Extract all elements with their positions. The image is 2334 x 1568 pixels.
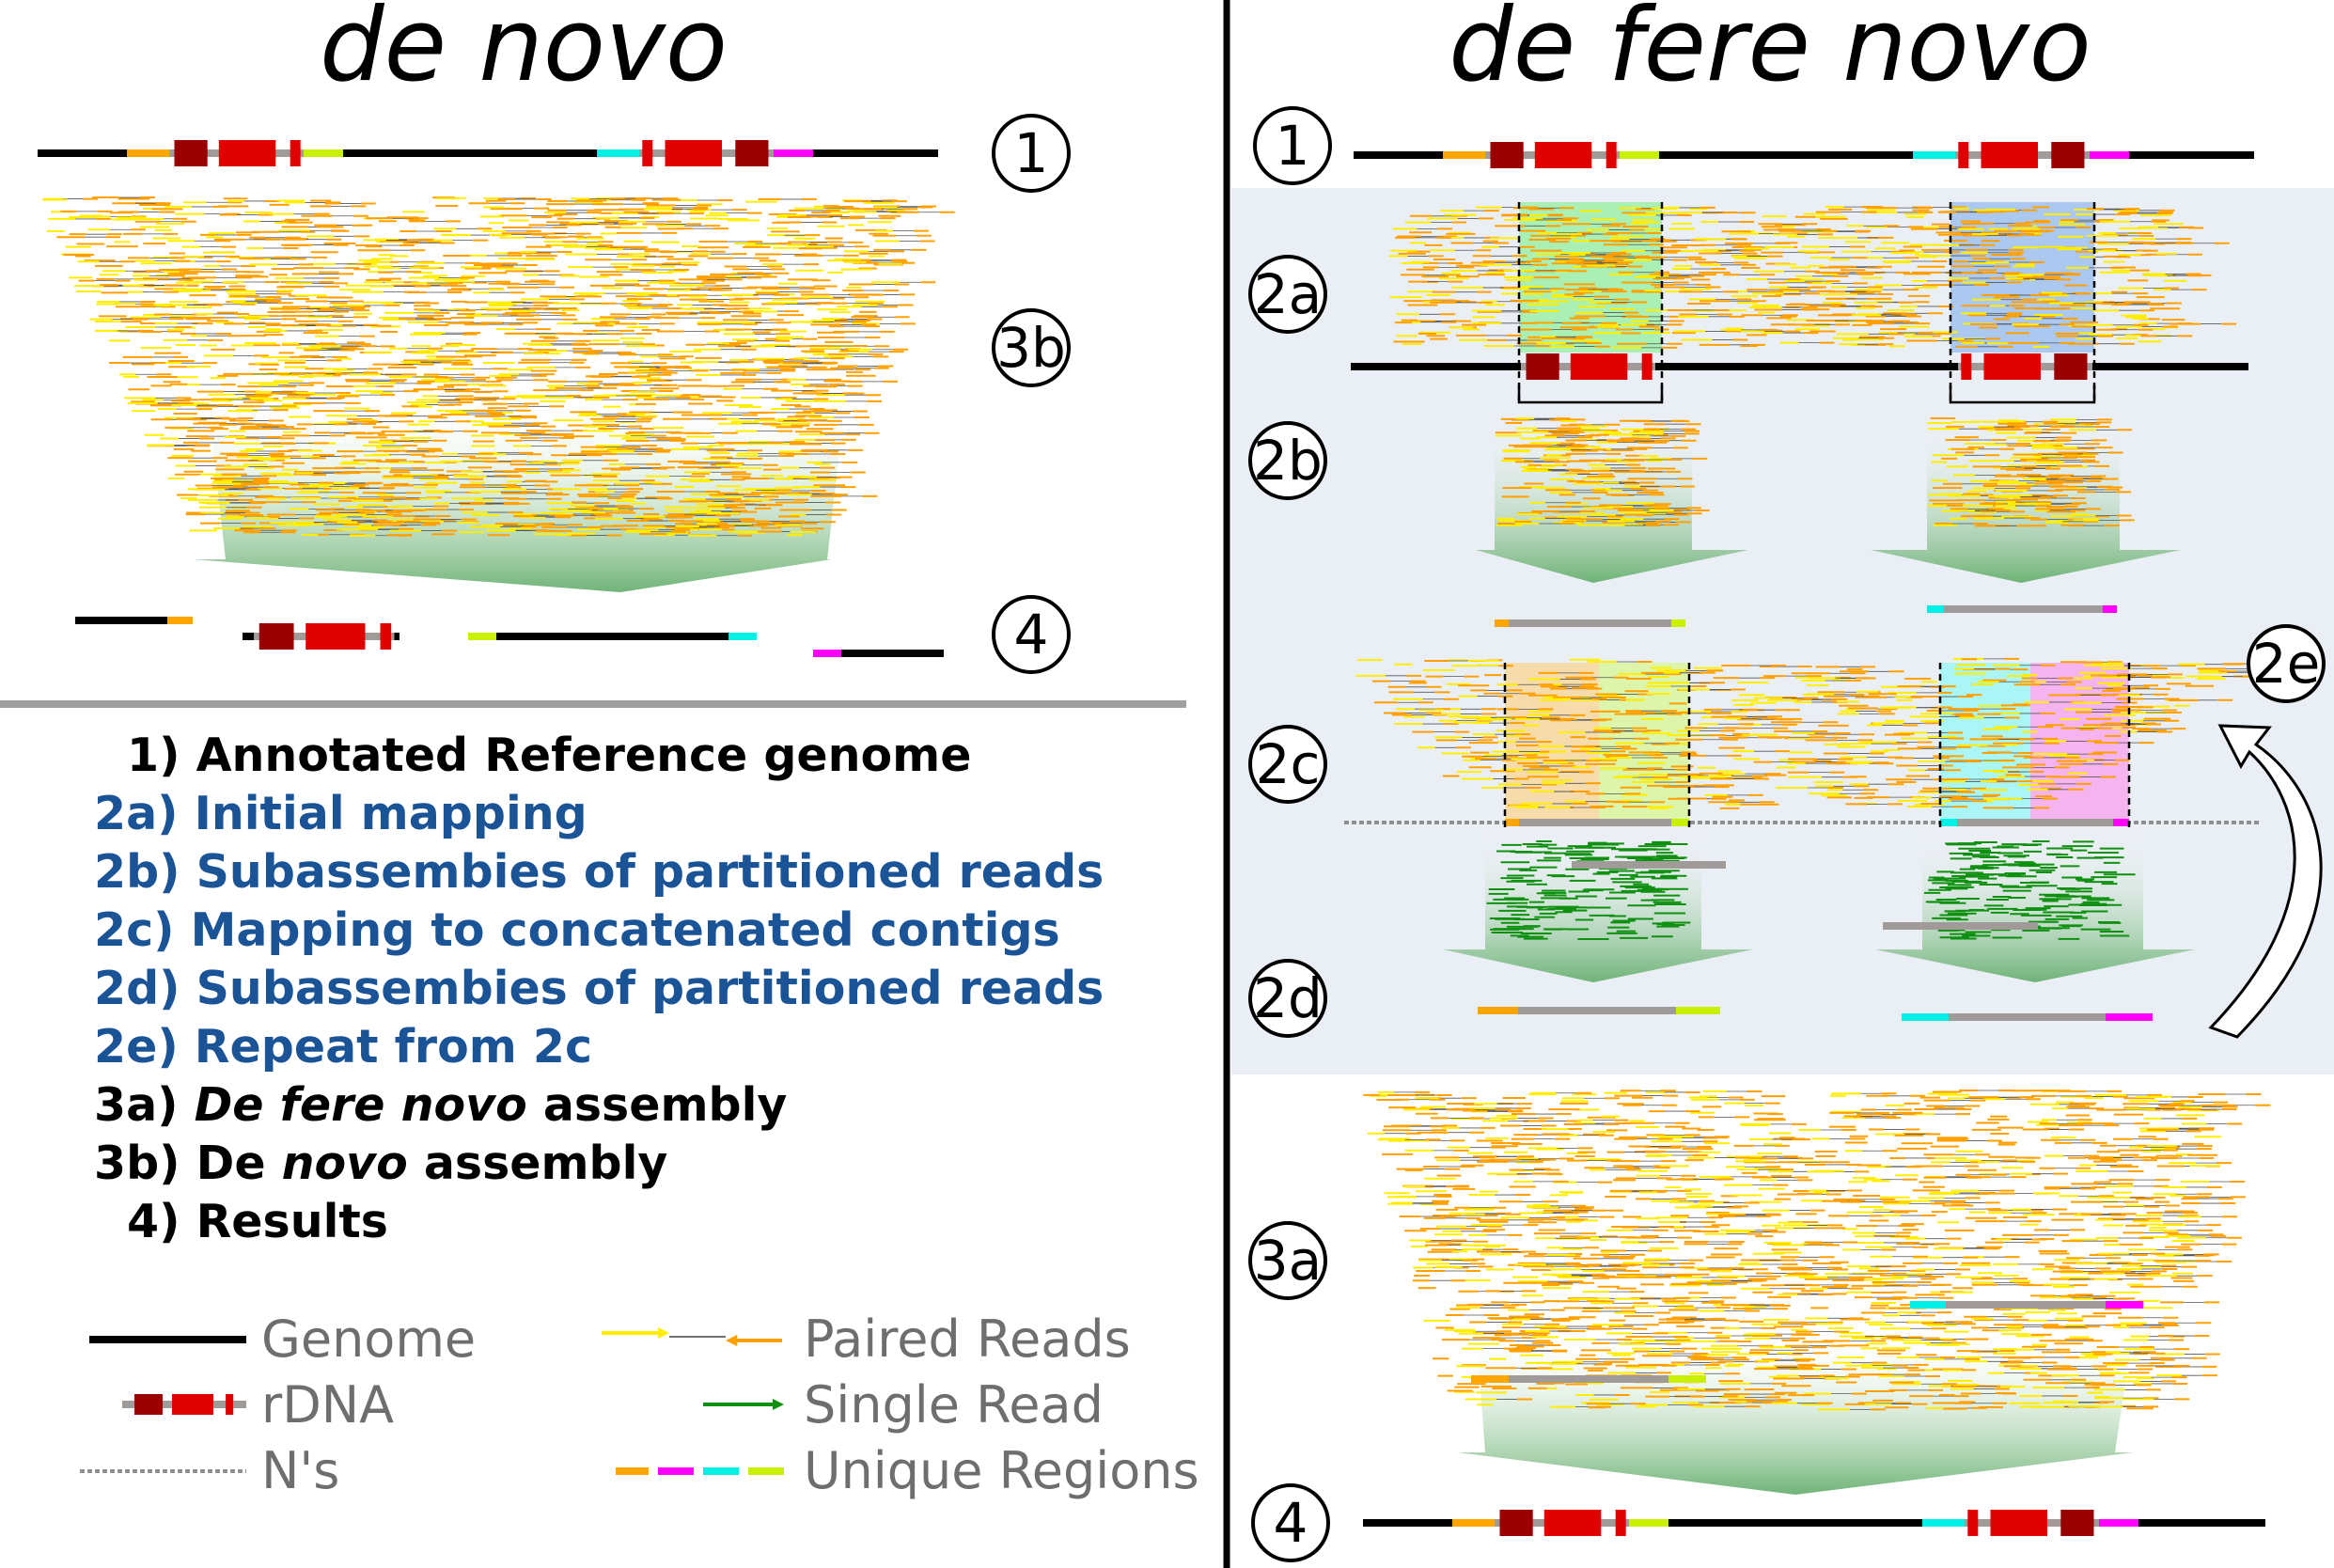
step-2a: 2a) Initial mapping [94, 787, 587, 840]
legend-paired-label: Paired Reads [804, 1309, 1131, 1369]
legend-single-label: Single Read [804, 1375, 1104, 1435]
marker-left-4: 4 [992, 595, 1071, 674]
marker-right-2b: 2b [1248, 421, 1327, 500]
marker-right-1: 1 [1253, 106, 1332, 185]
rdna-unit [169, 140, 304, 166]
rdna-unit-reversed [1965, 1510, 2099, 1536]
step-2c: 2c) Mapping to concatenated contigs [94, 903, 1060, 957]
rdna-unit [1495, 1510, 1629, 1536]
rdna-unit [1521, 353, 1655, 380]
arrow-2d-right [1875, 827, 2195, 982]
iterative-steps-panel [1231, 188, 2334, 1074]
marker-right-2a: 2a [1248, 255, 1327, 334]
title-de-novo: de novo [320, 0, 728, 104]
contigs-2b [1495, 605, 2117, 627]
read-clouds [42, 196, 2281, 1411]
legend-single-swatch [703, 1399, 784, 1410]
genome-2a-mapping-reference [1351, 353, 2248, 380]
genome-result-right [1363, 1510, 2265, 1536]
read-cloud-de-fere-novo [1363, 1090, 2271, 1411]
marker-right-2c: 2c [1248, 725, 1327, 804]
rdna-unit [254, 623, 395, 650]
repeat-arrow [2208, 724, 2323, 1039]
contigs-2d [1478, 861, 2153, 1021]
marker-left-3b: 3b [992, 308, 1071, 387]
marker-left-1: 1 [992, 114, 1071, 193]
rdna-unit-reversed [1958, 353, 2092, 380]
single-read-cloud-2d-right [1924, 840, 2136, 940]
step-4: 4) Results [127, 1195, 388, 1248]
legend-rdna-label: rDNA [261, 1375, 394, 1435]
marker-right-4: 4 [1251, 1483, 1330, 1562]
marker-right-2d: 2d [1248, 959, 1327, 1038]
read-cloud-2c [1355, 657, 2281, 809]
legend-ns-label: N's [261, 1441, 339, 1500]
legend-genome-label: Genome [261, 1309, 476, 1369]
legend-rdna-swatch [122, 1394, 246, 1415]
legend-unique-label: Unique Regions [804, 1441, 1199, 1500]
genome-reference-left [38, 140, 938, 166]
step-list: 1) Annotated Reference genome 2a) Initia… [94, 729, 1104, 1248]
marker-right-3a: 3a [1248, 1221, 1327, 1300]
partition-markers [1503, 202, 2131, 827]
marker-right-2e: 2e [2247, 624, 2326, 703]
step-2d: 2d) Subassembies of partitioned reads [94, 962, 1104, 1015]
read-cloud-2b-left [1495, 417, 1710, 527]
contigs-3a [1471, 1301, 2143, 1383]
step-1: 1) Annotated Reference genome [127, 729, 971, 782]
step-2b: 2b) Subassembies of partitioned reads [94, 845, 1104, 899]
read-cloud-2b-right [1927, 417, 2135, 527]
rdna-unit-reversed [639, 140, 774, 166]
title-de-fere-novo: de fere novo [1449, 0, 2091, 104]
de-novo-results-fragments [75, 617, 944, 657]
rdna-unit-reversed [1955, 142, 2090, 168]
legend-paired-swatch [602, 1327, 782, 1346]
step-3a: 3a) De fere novo assembly [94, 1078, 787, 1132]
step-2e: 2e) Repeat from 2c [94, 1020, 592, 1074]
legend: Genome rDNA N's Paired Reads Single Read [80, 1309, 1199, 1500]
rdna-unit [1485, 142, 1620, 168]
genome-reference-right [1354, 142, 2254, 168]
step-3b: 3b) De novo assembly [94, 1137, 667, 1190]
read-cloud-de-novo [42, 196, 955, 537]
genome-and-contigs [38, 140, 2265, 1536]
read-cloud-2a [1388, 206, 2237, 349]
